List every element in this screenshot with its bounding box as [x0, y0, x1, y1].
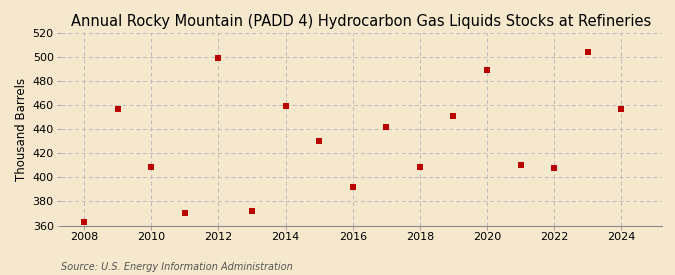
Point	[79, 220, 90, 224]
Point	[549, 166, 560, 170]
Point	[314, 139, 325, 144]
Point	[515, 163, 526, 167]
Point	[381, 125, 392, 129]
Point	[348, 185, 358, 189]
Point	[180, 211, 190, 216]
Y-axis label: Thousand Barrels: Thousand Barrels	[16, 78, 28, 181]
Point	[146, 164, 157, 169]
Point	[414, 164, 425, 169]
Point	[616, 107, 626, 111]
Point	[246, 209, 257, 213]
Point	[583, 50, 593, 54]
Text: Source: U.S. Energy Information Administration: Source: U.S. Energy Information Administ…	[61, 262, 292, 272]
Point	[113, 107, 124, 111]
Point	[448, 114, 459, 118]
Point	[280, 104, 291, 109]
Point	[213, 56, 224, 60]
Point	[481, 68, 492, 73]
Title: Annual Rocky Mountain (PADD 4) Hydrocarbon Gas Liquids Stocks at Refineries: Annual Rocky Mountain (PADD 4) Hydrocarb…	[71, 14, 651, 29]
